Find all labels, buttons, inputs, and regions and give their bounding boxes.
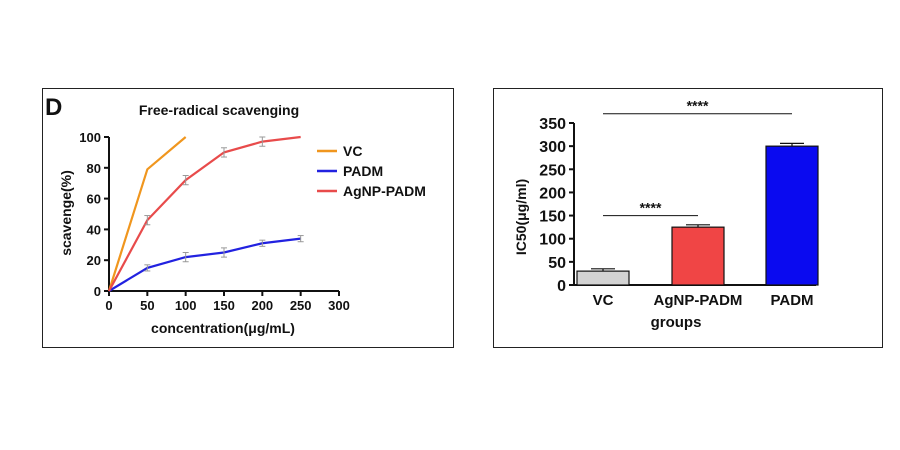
y-tick-label-e: 350 — [539, 116, 566, 133]
category-label-vc: VC — [593, 292, 614, 309]
bar-chart-e: E IC50(μg/ml) groups 0501001502002503003… — [476, 96, 819, 331]
y-tick-label-d: 20 — [87, 253, 101, 268]
significance-label: **** — [640, 200, 662, 216]
y-tick-label-e: 100 — [539, 232, 566, 249]
y-tick-label-d: 100 — [79, 130, 101, 145]
line-chart-d: D Free-radical scavenging scavenge(%) co… — [45, 94, 426, 336]
y-tick-label-d: 60 — [87, 192, 101, 207]
chart-title-d: Free-radical scavenging — [139, 102, 299, 118]
y-tick-label-e: 0 — [557, 278, 566, 295]
bar-vc — [576, 270, 630, 286]
x-tick-label-d: 150 — [213, 298, 235, 313]
panel-e: E IC50(μg/ml) groups 0501001502002503003… — [476, 88, 883, 348]
category-label-agnp-padm: AgNP-PADM — [654, 292, 743, 309]
x-tick-label-d: 50 — [140, 298, 154, 313]
y-tick-label-d: 80 — [87, 161, 101, 176]
y-tick-label-e: 150 — [539, 209, 566, 226]
panel-d: D Free-radical scavenging scavenge(%) co… — [42, 88, 454, 348]
category-label-padm: PADM — [770, 292, 813, 309]
legend-label-vc: VC — [343, 143, 362, 159]
legend-label-padm: PADM — [343, 163, 383, 179]
x-axis-title-d: concentration(μg/mL) — [151, 320, 295, 336]
panel-letter-d: D — [45, 94, 62, 121]
y-tick-label-e: 250 — [539, 162, 566, 179]
x-tick-label-d: 100 — [175, 298, 197, 313]
x-tick-label-d: 300 — [328, 298, 350, 313]
y-tick-label-e: 300 — [539, 139, 566, 156]
x-axis-title-e: groups — [651, 314, 702, 331]
y-axis-title-d: scavenge(%) — [58, 170, 74, 256]
significance-label: **** — [687, 98, 709, 114]
x-tick-label-d: 0 — [105, 298, 112, 313]
series-line-agnp-padm — [108, 135, 301, 292]
y-axis-title-e: IC50(μg/ml) — [513, 179, 529, 255]
series-line-vc — [107, 136, 187, 292]
y-tick-label-d: 40 — [87, 222, 101, 237]
series-line-padm — [108, 237, 301, 292]
y-tick-label-d: 0 — [94, 284, 101, 299]
x-tick-label-d: 250 — [290, 298, 312, 313]
y-tick-label-e: 200 — [539, 185, 566, 202]
bar-agnp-padm — [671, 226, 725, 286]
bar-padm — [765, 145, 819, 286]
x-tick-label-d: 200 — [251, 298, 273, 313]
y-tick-label-e: 50 — [548, 255, 566, 272]
legend-label-agnp-padm: AgNP-PADM — [343, 183, 426, 199]
